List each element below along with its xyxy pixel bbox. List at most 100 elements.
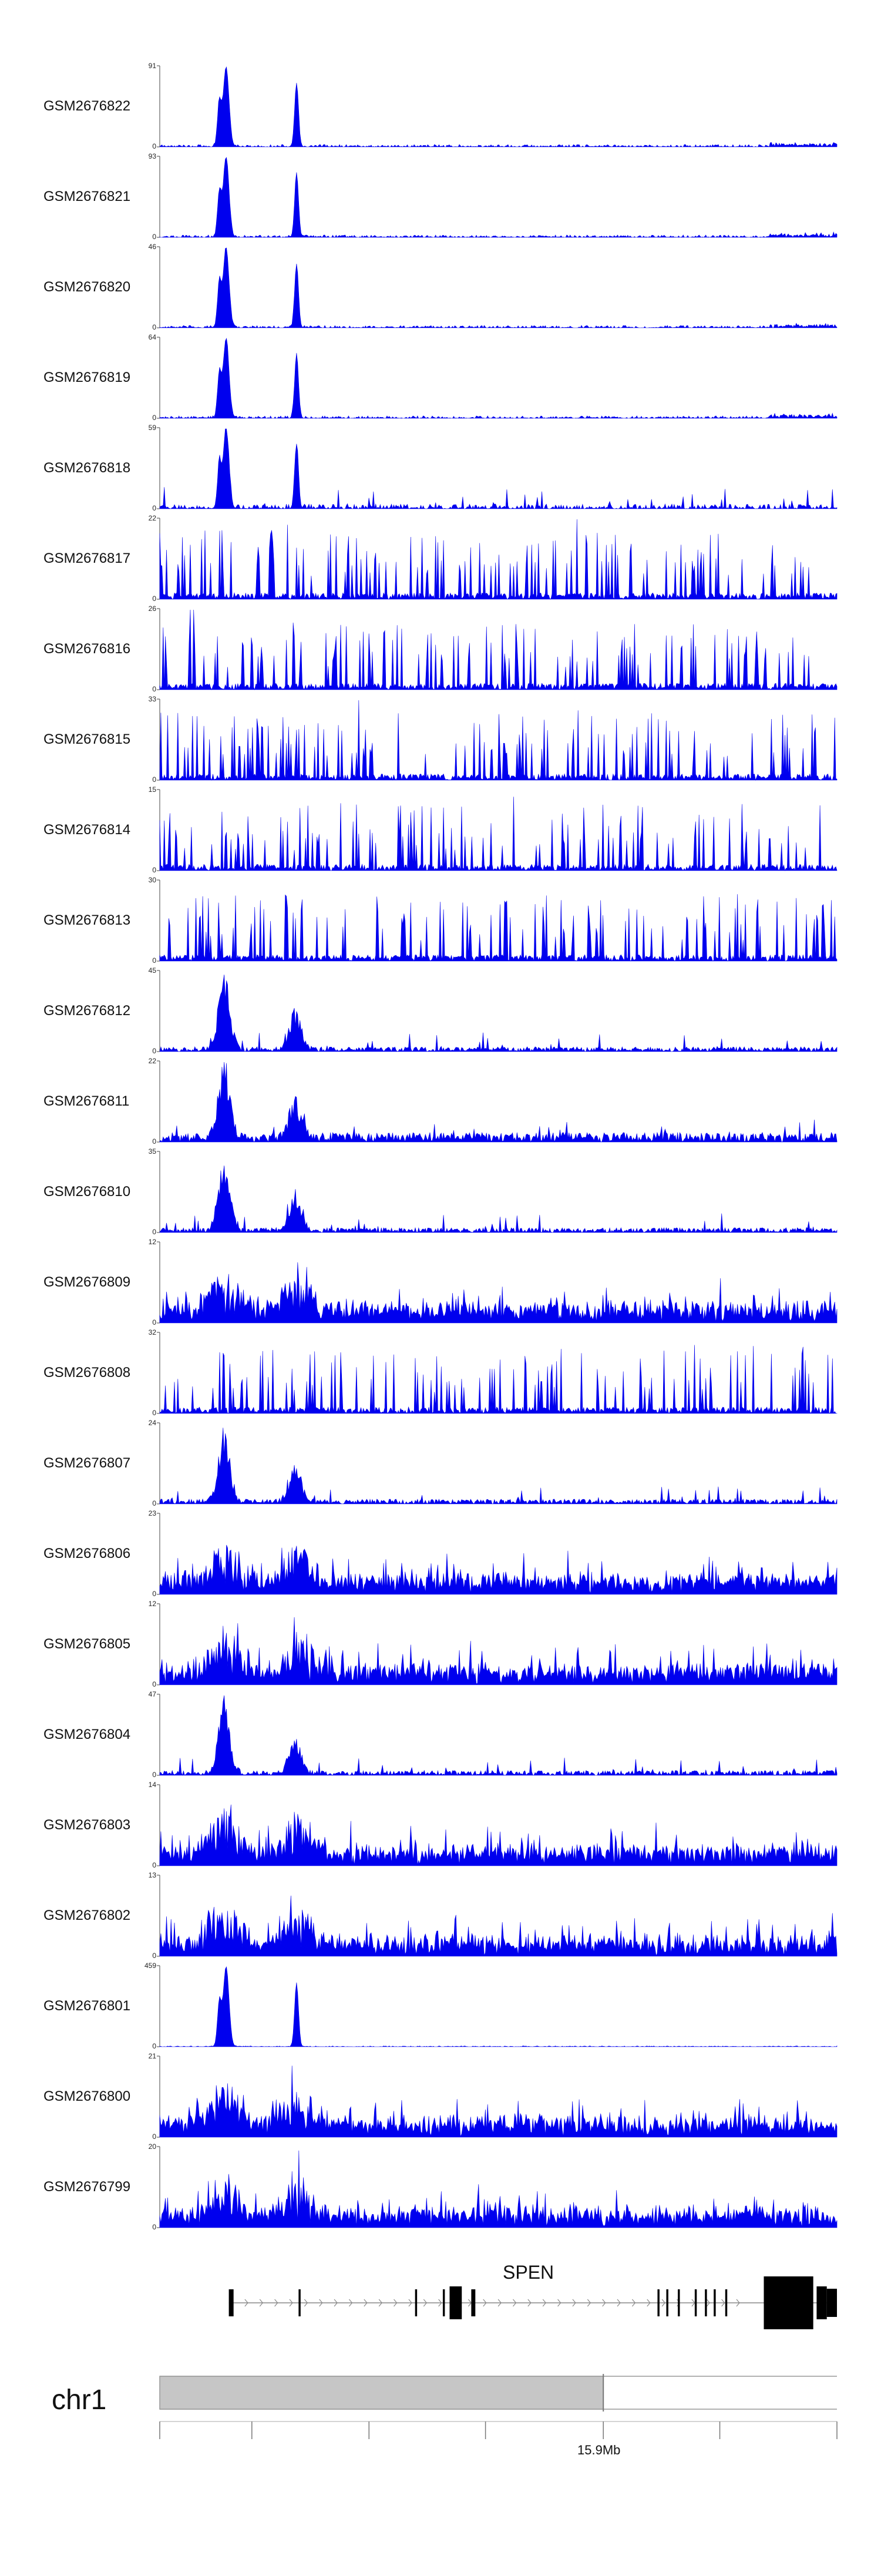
track-ymin-label: 0 — [152, 1409, 156, 1417]
track-label: GSM2676799 — [43, 2179, 131, 2195]
track-ymin-label: 0 — [152, 1771, 156, 1779]
strand-arrow — [513, 2299, 517, 2307]
signal-area — [159, 1428, 838, 1504]
track-ymax-label: 20 — [148, 2142, 156, 2151]
track-label: GSM2676807 — [43, 1455, 131, 1471]
track-ymax-label: 93 — [148, 152, 156, 160]
exon — [657, 2289, 660, 2316]
exon — [449, 2286, 462, 2319]
strand-arrow — [602, 2299, 606, 2307]
exon — [666, 2289, 668, 2316]
track-ymax-label: 46 — [148, 243, 156, 251]
track-label: GSM2676819 — [43, 370, 131, 385]
track-ymin-label: 0 — [152, 1228, 156, 1236]
strand-arrow — [617, 2299, 621, 2307]
exon — [228, 2289, 234, 2316]
track-ymax-label: 47 — [148, 1690, 156, 1698]
signal-area — [159, 975, 838, 1052]
strand-arrow — [647, 2299, 651, 2307]
track-label: GSM2676809 — [43, 1274, 131, 1290]
strand-arrow — [542, 2299, 546, 2307]
track-ymin-label: 0 — [152, 595, 156, 603]
signal-area — [159, 1262, 838, 1324]
signal-area — [159, 247, 838, 328]
strand-arrow — [721, 2299, 725, 2307]
track-ymin-label: 0 — [152, 1590, 156, 1598]
strand-arrow — [304, 2299, 308, 2307]
strand-arrow — [408, 2299, 412, 2307]
signal-area — [159, 428, 838, 509]
track-ymax-label: 33 — [148, 695, 156, 703]
strand-arrow — [438, 2299, 442, 2307]
strand-arrow — [587, 2299, 591, 2307]
strand-arrow — [557, 2299, 561, 2307]
strand-arrow — [527, 2299, 532, 2307]
strand-arrow — [736, 2299, 740, 2307]
exon — [725, 2289, 728, 2316]
exon — [714, 2289, 716, 2316]
strand-arrow — [244, 2299, 248, 2307]
track-ymax-label: 26 — [148, 604, 156, 613]
track-ymax-label: 23 — [148, 1509, 156, 1517]
strand-arrow — [497, 2299, 502, 2307]
track-ymax-label: 32 — [148, 1328, 156, 1336]
track-label: GSM2676804 — [43, 1727, 131, 1742]
signal-area — [159, 66, 838, 147]
track-ymin-label: 0 — [152, 323, 156, 331]
strand-arrow — [483, 2299, 487, 2307]
track-label: GSM2676818 — [43, 460, 131, 476]
signal-area — [159, 1695, 838, 1776]
strand-arrow — [334, 2299, 338, 2307]
signal-area — [159, 609, 838, 690]
track-ymax-label: 12 — [148, 1600, 156, 1608]
signal-area — [159, 157, 838, 238]
exon — [764, 2276, 813, 2329]
track-ymin-label: 0 — [152, 1499, 156, 1507]
track-ymax-label: 30 — [148, 876, 156, 884]
signal-area — [159, 2150, 838, 2228]
strand-arrow — [274, 2299, 278, 2307]
exon — [298, 2289, 301, 2316]
track-ymax-label: 45 — [148, 966, 156, 975]
track-label: GSM2676811 — [43, 1093, 130, 1109]
strand-arrow — [572, 2299, 576, 2307]
track-ymax-label: 59 — [148, 424, 156, 432]
signal-area — [159, 1166, 838, 1233]
signal-area — [159, 894, 838, 962]
strand-arrow — [394, 2299, 398, 2307]
exon — [678, 2289, 680, 2316]
signal-area — [159, 2065, 838, 2138]
signal-area — [159, 1062, 838, 1143]
gene-label: SPEN — [503, 2262, 554, 2283]
track-ymax-label: 35 — [148, 1147, 156, 1156]
track-ymax-label: 24 — [148, 1419, 156, 1427]
signal-area — [159, 1544, 838, 1595]
track-ymax-label: 13 — [148, 1871, 156, 1879]
track-ymin-label: 0 — [152, 685, 156, 693]
signal-area — [159, 519, 838, 600]
track-ymax-label: 14 — [148, 1781, 156, 1789]
signal-area — [159, 1895, 838, 1957]
track-label: GSM2676816 — [43, 641, 131, 657]
track-label: GSM2676800 — [43, 2088, 131, 2104]
track-label: GSM2676802 — [43, 1907, 131, 1923]
ideogram-highlight — [159, 2376, 604, 2410]
track-ymin-label: 0 — [152, 1952, 156, 1960]
exon — [694, 2289, 697, 2316]
exon — [442, 2289, 445, 2316]
strand-arrow — [631, 2299, 636, 2307]
track-ymin-label: 0 — [152, 1318, 156, 1326]
strand-arrow — [319, 2299, 323, 2307]
strand-arrow — [423, 2299, 428, 2307]
track-ymin-label: 0 — [152, 1861, 156, 1869]
signal-area — [159, 1804, 838, 1866]
strand-arrow — [259, 2299, 264, 2307]
track-ymax-label: 64 — [148, 333, 156, 341]
strand-arrow — [348, 2299, 353, 2307]
track-ymax-label: 459 — [144, 1962, 156, 1970]
exon — [705, 2289, 707, 2316]
track-ymin-label: 0 — [152, 2042, 156, 2050]
track-label: GSM2676817 — [43, 550, 131, 566]
